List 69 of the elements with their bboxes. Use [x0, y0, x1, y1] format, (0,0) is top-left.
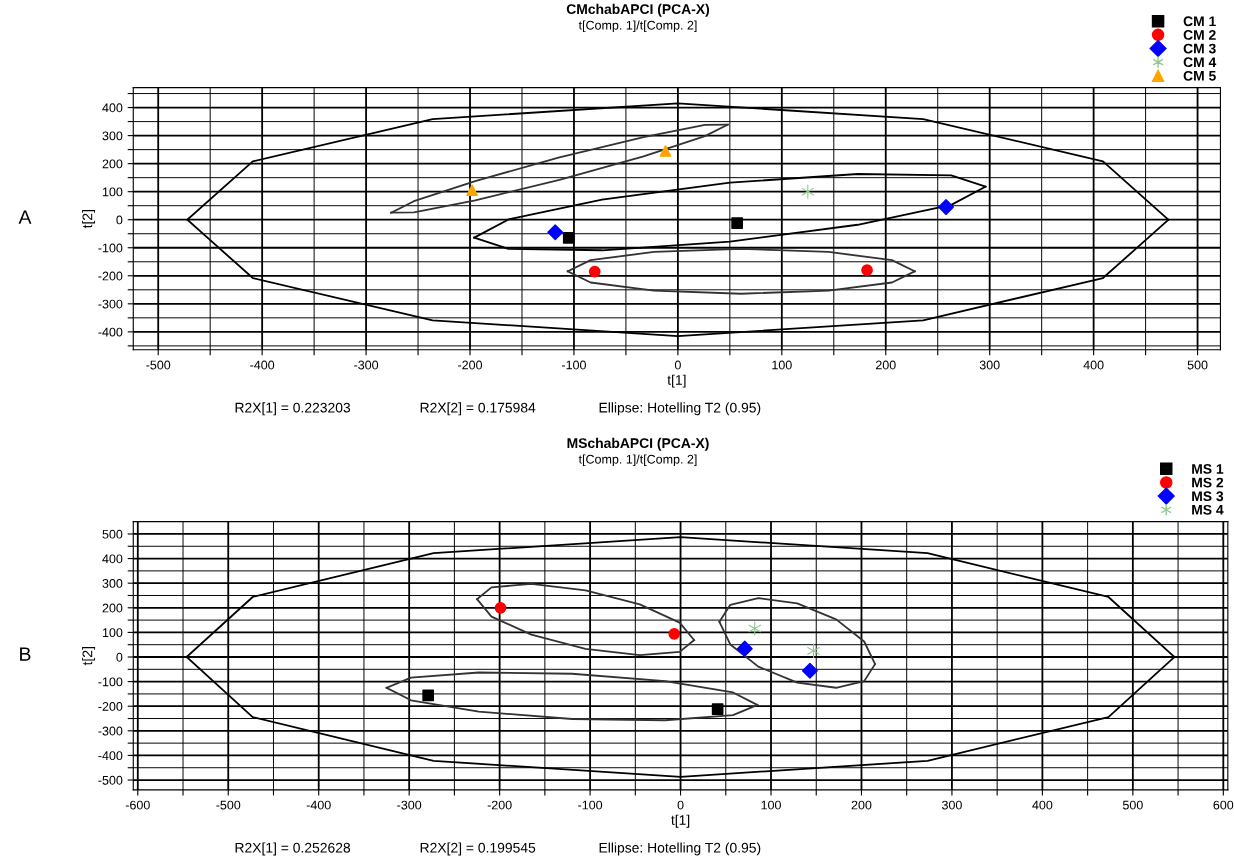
x-tick-label: 300: [941, 800, 962, 810]
legend-label: MS 1: [1192, 464, 1224, 474]
x-tick-label: 300: [979, 360, 1000, 370]
x-tick-label: 200: [851, 800, 872, 810]
x-tick-label: 400: [1032, 800, 1053, 810]
x-axis-title: t[1]: [667, 374, 686, 388]
legend-label: CM 5: [1183, 70, 1216, 81]
text: Ellipse: Hotelling T2 (0.95): [599, 842, 761, 856]
y-tick-label: -400: [98, 751, 123, 761]
y-tick-label: 0: [116, 215, 123, 225]
y-tick-label: 100: [102, 628, 123, 638]
y-tick-label: -300: [98, 299, 123, 309]
chart-subtitle: t[Comp. 1]/t[Comp. 2]: [578, 20, 697, 33]
x-tick-label: -400: [306, 800, 331, 810]
x-axis-title: t[1]: [671, 814, 690, 828]
x-tick-label: -300: [354, 360, 379, 370]
y-tick-label: -100: [98, 243, 123, 253]
legend-label: CM 3: [1183, 43, 1216, 54]
legend-label: MS 3: [1192, 491, 1224, 502]
x-tick-label: -500: [146, 360, 171, 370]
x-tick-label: -500: [216, 800, 241, 810]
y-tick-label: -100: [98, 677, 123, 687]
y-tick-label: 400: [102, 103, 123, 113]
text: Ellipse: Hotelling T2 (0.95): [599, 402, 761, 416]
y-tick-label: -500: [98, 775, 123, 785]
x-tick-label: 100: [772, 360, 792, 370]
text: R2X[1] = 0.223203: [235, 402, 351, 416]
legend-label: MS 4: [1192, 504, 1224, 515]
x-tick-label: 500: [1122, 800, 1143, 810]
y-tick-label: 200: [102, 159, 123, 169]
text: B: [20, 647, 31, 661]
x-tick-label: 200: [875, 360, 896, 370]
y-tick-label: -200: [98, 702, 123, 711]
x-tick-label: -100: [562, 360, 586, 370]
x-tick-label: -200: [487, 800, 512, 810]
y-tick-label: 0: [116, 652, 123, 662]
legend-label: CM 2: [1183, 30, 1216, 40]
x-tick-label: -100: [578, 800, 603, 810]
chart-title: MSchabAPCI (PCA-X): [567, 437, 709, 451]
y-tick-label: -200: [98, 271, 123, 281]
y-tick-label: 500: [102, 529, 123, 539]
y-axis-title: t[2]: [82, 210, 96, 229]
x-tick-label: -600: [125, 800, 150, 810]
y-axis-title: t[2]: [82, 647, 96, 666]
x-tick-label: 400: [1083, 360, 1104, 370]
y-tick-label: -300: [98, 726, 123, 736]
x-tick-label: -400: [250, 360, 275, 370]
text: R2X[2] = 0.175984: [420, 402, 536, 416]
legend-label: MS 2: [1192, 477, 1224, 488]
x-tick-label: 0: [677, 800, 684, 810]
y-tick-label: 300: [102, 131, 123, 141]
legend-label: CM 1: [1183, 16, 1216, 27]
y-tick-label: 200: [102, 603, 123, 613]
x-tick-label: -200: [458, 360, 483, 370]
text: R2X[1] = 0.252628: [235, 842, 351, 856]
y-tick-label: 100: [102, 187, 123, 197]
legend-label: CM 4: [1183, 57, 1217, 68]
text: R2X[2] = 0.199545: [420, 842, 536, 856]
x-tick-label: 500: [1187, 360, 1208, 370]
chart-subtitle: t[Comp. 1]/t[Comp. 2]: [578, 454, 697, 467]
text: A: [18, 210, 32, 224]
x-tick-label: 600: [1213, 800, 1234, 810]
y-tick-label: 300: [102, 578, 123, 588]
x-tick-label: -300: [397, 800, 422, 810]
x-tick-label: 100: [761, 800, 781, 810]
y-tick-label: 400: [102, 554, 123, 564]
y-tick-label: -400: [98, 327, 123, 337]
x-tick-label: 0: [674, 360, 681, 370]
chart-title: CMchabAPCI (PCA-X): [566, 3, 710, 17]
